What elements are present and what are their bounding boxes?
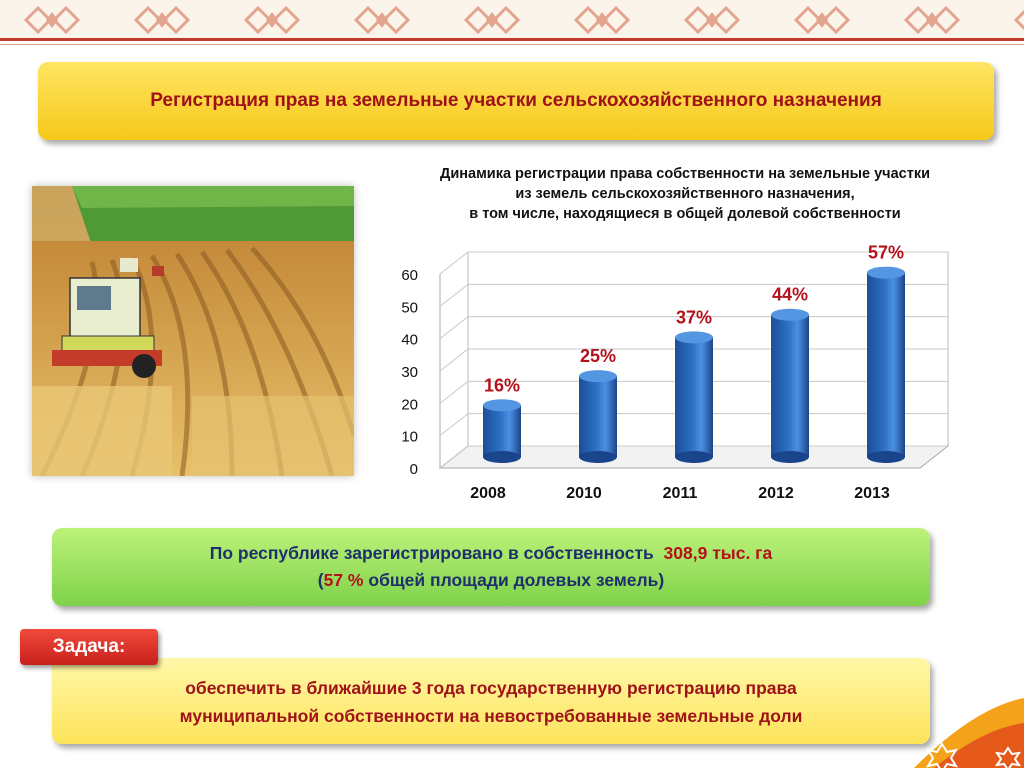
combine-harvester	[52, 277, 162, 378]
gridline	[439, 251, 948, 275]
x-tick-label: 2012	[758, 485, 794, 502]
ornament-icon	[573, 5, 631, 35]
star-icon	[994, 746, 1022, 768]
summary-paren: )	[658, 570, 665, 590]
summary-text: общей площади долевых земель	[368, 570, 659, 590]
summary-banner: По республике зарегистрировано в собстве…	[52, 528, 930, 606]
x-tick-label: 2010	[566, 485, 602, 502]
y-tick-label: 60	[401, 267, 418, 284]
task-text-line: муниципальной собственности на невостреб…	[179, 706, 803, 726]
header-divider	[0, 38, 1024, 41]
data-label: 37%	[676, 307, 712, 327]
data-label: 44%	[772, 285, 808, 305]
x-tick-label: 2011	[663, 485, 698, 502]
ornament-icon	[1013, 9, 1024, 31]
summary-text: По республике	[209, 543, 339, 563]
bar-top	[771, 308, 809, 321]
ornament-icon	[793, 5, 851, 35]
summary-value: 308,9 тыс. га	[663, 543, 773, 563]
ornament-pattern	[23, 5, 1024, 35]
star-icon	[925, 742, 959, 768]
bar-top	[483, 399, 521, 412]
bar	[483, 405, 521, 457]
ornament-icon	[133, 5, 191, 35]
summary-paren: (	[317, 570, 324, 590]
bar-top	[579, 370, 617, 383]
bar	[675, 337, 713, 457]
data-label: 16%	[484, 375, 520, 395]
harvest-field-photo	[32, 186, 354, 476]
chart-title: Динамика регистрации права собственности…	[380, 164, 990, 224]
title-banner: Регистрация прав на земельные участки се…	[38, 62, 994, 140]
bar-top	[675, 331, 713, 344]
x-tick-label: 2013	[854, 485, 890, 502]
bar-base	[579, 451, 617, 463]
ornament-icon	[683, 5, 741, 35]
chart-title-line: в том числе, находящиеся в общей долевой…	[469, 206, 901, 222]
y-tick-label: 10	[401, 429, 418, 446]
y-tick-label: 50	[401, 299, 418, 316]
bar	[867, 272, 905, 457]
task-label: Задача:	[20, 629, 158, 665]
y-tick-label: 40	[401, 332, 418, 349]
task-text-line: обеспечить в ближайшие 3 года государств…	[185, 678, 797, 698]
gridline	[439, 283, 948, 307]
ornament-band	[0, 0, 1024, 40]
corner-decoration	[914, 698, 1024, 768]
ornament-icon	[463, 5, 521, 35]
y-tick-label: 30	[401, 364, 418, 381]
chart-title-line: Динамика регистрации права собственности…	[440, 166, 930, 182]
bar	[579, 376, 617, 457]
bar-chart: 0 10 20 30 40 50 60 16% 2008 25% 2010 37% 2011 44% 201…	[401, 243, 950, 502]
bar-top	[867, 266, 905, 279]
y-tick-label: 0	[410, 461, 418, 478]
summary-percent: 57 %	[323, 570, 364, 590]
bar	[771, 314, 809, 457]
chart-title-line: из земель сельскохозяйственного назначен…	[515, 186, 855, 202]
summary-text: зарегистрировано в собственность	[343, 543, 654, 563]
ornament-icon	[243, 5, 301, 35]
header-divider-thin	[0, 44, 1024, 45]
y-tick-label: 20	[401, 396, 418, 413]
x-tick-label: 2008	[470, 485, 506, 502]
task-banner: обеспечить в ближайшие 3 года государств…	[52, 658, 930, 744]
ornament-icon	[353, 5, 411, 35]
bar-base	[483, 451, 521, 463]
data-label: 57%	[868, 243, 904, 263]
bar-base	[771, 451, 809, 463]
page-title: Регистрация прав на земельные участки се…	[150, 90, 882, 111]
bar-base	[867, 451, 905, 463]
ornament-icon	[903, 5, 961, 35]
data-label: 25%	[580, 346, 616, 366]
bar-base	[675, 451, 713, 463]
ornament-icon	[23, 5, 81, 35]
